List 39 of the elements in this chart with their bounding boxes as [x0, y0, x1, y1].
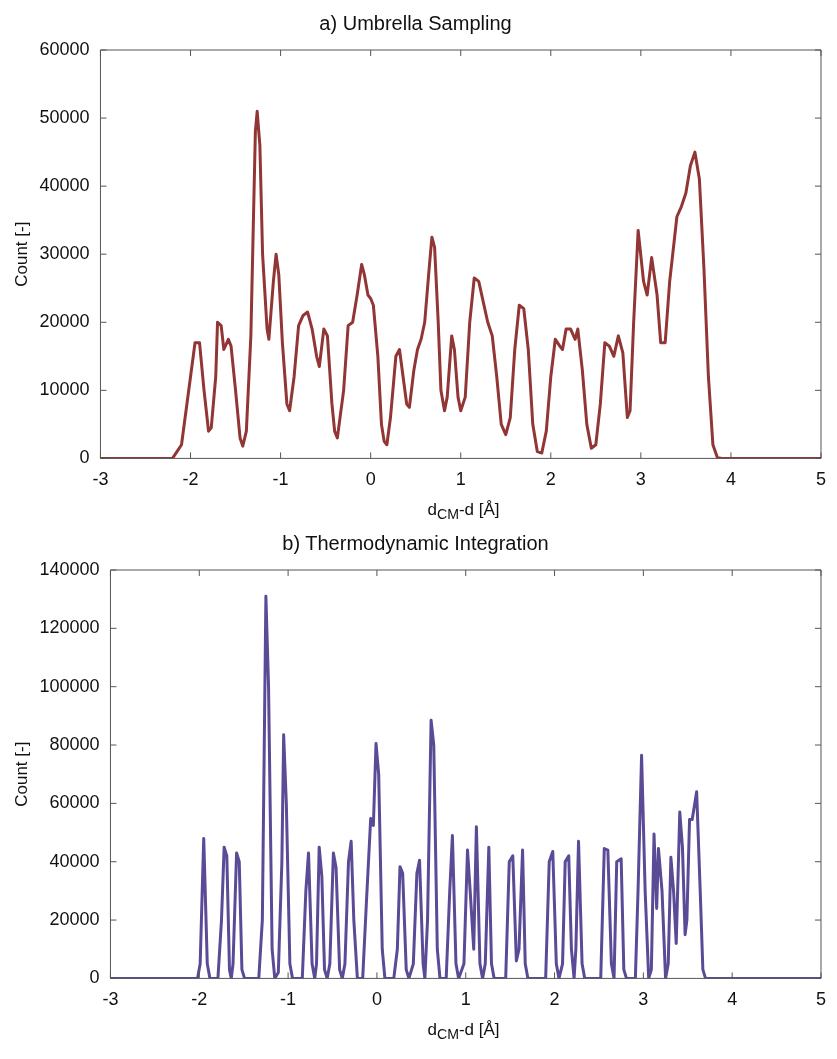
y-tick-label: 40000	[49, 850, 100, 871]
y-tick-label: 50000	[39, 107, 90, 128]
x-tick-label: -1	[280, 989, 297, 1010]
y-tick-label: 20000	[39, 311, 90, 332]
x-tick-label: -3	[102, 989, 119, 1010]
x-axis-title: d$_{CM}$-d [Å]	[426, 1019, 501, 1042]
y-tick-label: 60000	[49, 792, 100, 813]
x-tick-label: -3	[92, 469, 109, 490]
x-tick-label: 3	[635, 469, 646, 490]
x-tick-label: 4	[727, 989, 738, 1010]
y-tick-label: 10000	[39, 379, 90, 400]
y-tick-label: 140000	[39, 558, 100, 579]
chart-title: b) Thermodynamic Integration	[282, 531, 549, 554]
x-tick-label: 5	[815, 989, 826, 1010]
y-tick-label: 60000	[39, 38, 90, 59]
x-tick-label: -2	[191, 989, 208, 1010]
x-tick-label: 1	[460, 989, 471, 1010]
y-tick-label: 0	[79, 447, 90, 468]
x-tick-label: 0	[365, 469, 376, 490]
y-tick-label: 80000	[49, 734, 100, 754]
y-axis-title: Count [-]	[11, 741, 31, 807]
x-axis-title: d$_{CM}$-d [Å]	[426, 499, 501, 522]
x-tick-label: 1	[455, 469, 466, 490]
x-tick-label: 3	[638, 989, 649, 1010]
x-tick-label: -1	[272, 469, 289, 490]
y-tick-label: 100000	[39, 675, 100, 696]
x-tick-label: 2	[545, 469, 556, 490]
y-tick-label: 40000	[39, 175, 90, 196]
y-tick-label: 120000	[39, 617, 100, 638]
y-tick-label: 0	[89, 967, 100, 988]
y-tick-label: 30000	[39, 243, 90, 264]
chart-title: a) Umbrella Sampling	[319, 11, 512, 34]
x-tick-label: -2	[182, 469, 199, 490]
y-axis-title: Count [-]	[11, 221, 31, 287]
y-tick-label: 20000	[49, 909, 100, 930]
x-tick-label: 4	[725, 469, 736, 490]
x-tick-label: 0	[371, 989, 382, 1010]
x-tick-label: 5	[815, 469, 826, 490]
x-tick-label: 2	[549, 989, 560, 1010]
